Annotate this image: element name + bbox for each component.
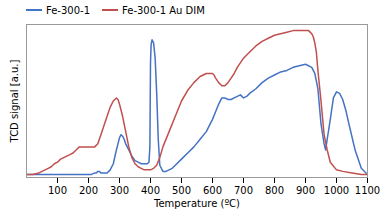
svg-text:600: 600 — [203, 185, 222, 196]
svg-text:900: 900 — [296, 185, 315, 196]
html-text:Fe-300-1 Au DIM: Fe-300-1 Au DIM — [122, 4, 205, 16]
svg-text:700: 700 — [234, 185, 253, 196]
svg-text:200: 200 — [79, 185, 98, 196]
svg-text:800: 800 — [265, 185, 284, 196]
svg-text:1000: 1000 — [324, 185, 349, 196]
svg-text:500: 500 — [172, 185, 191, 196]
html-text:Fe-300-1: Fe-300-1 — [46, 4, 90, 16]
svg-text:100: 100 — [48, 185, 67, 196]
svg-text:1100: 1100 — [355, 185, 380, 196]
svg-text:300: 300 — [110, 185, 129, 196]
svg-text:400: 400 — [141, 185, 160, 196]
svg-text:Temperature (ºC): Temperature (ºC) — [153, 198, 240, 209]
svg-text:TCD signal [a.u.]: TCD signal [a.u.] — [9, 60, 20, 144]
